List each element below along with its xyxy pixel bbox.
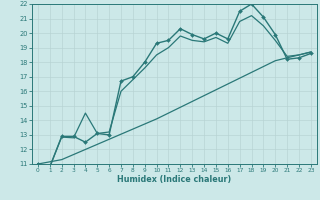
X-axis label: Humidex (Indice chaleur): Humidex (Indice chaleur) xyxy=(117,175,232,184)
